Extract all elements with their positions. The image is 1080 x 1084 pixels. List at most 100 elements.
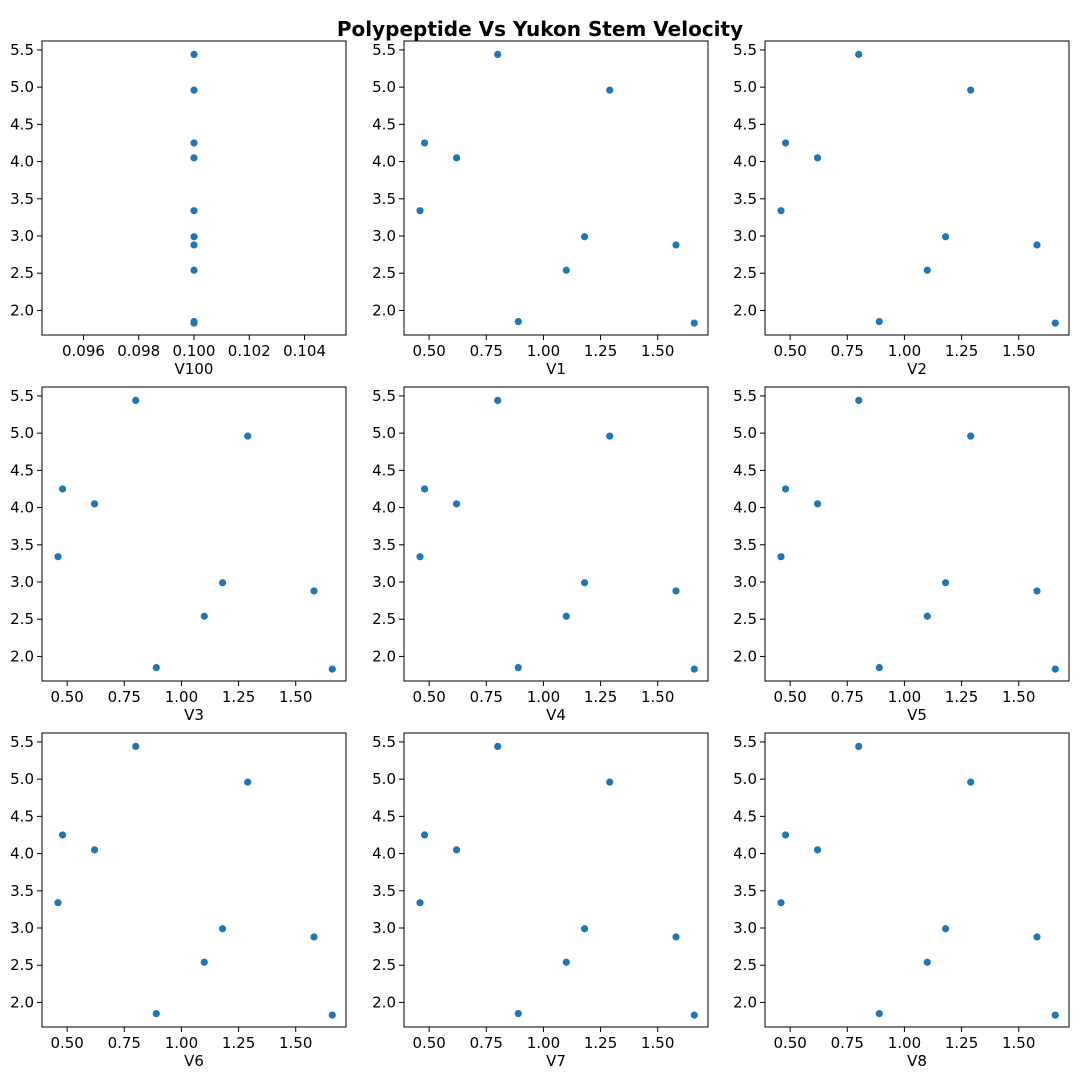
y-tick-label: 4.0 bbox=[733, 845, 757, 863]
data-point bbox=[813, 154, 822, 162]
x-axis-label: V8 bbox=[907, 1052, 927, 1070]
data-point bbox=[923, 266, 931, 274]
data-point bbox=[420, 485, 429, 493]
data-point bbox=[923, 612, 931, 620]
subplot-V3: 0.50 0.75 1.00 1.25 1.50 2.0 2.5 3.0 3.5 4.0 4.5 5.… bbox=[10, 386, 347, 724]
x-tick-label: 1.50 bbox=[1002, 688, 1035, 706]
data-point bbox=[310, 933, 318, 941]
x-axis-label: V3 bbox=[184, 706, 204, 724]
data-point bbox=[190, 241, 198, 249]
x-tick-label: 1.50 bbox=[279, 688, 312, 706]
y-tick-label: 2.0 bbox=[372, 647, 396, 665]
y-tick-label: 5.0 bbox=[733, 424, 757, 442]
y-tick-label: 5.5 bbox=[372, 41, 396, 59]
y-tick-label: 2.5 bbox=[372, 264, 396, 282]
y-tick-label: 3.5 bbox=[372, 882, 396, 900]
x-tick-label: 1.00 bbox=[888, 1034, 921, 1052]
axes-frame bbox=[41, 732, 347, 1028]
data-point bbox=[200, 958, 208, 966]
data-point bbox=[923, 958, 931, 966]
data-point bbox=[672, 587, 680, 595]
x-tick-label: 0.50 bbox=[412, 342, 445, 360]
x-tick-label: 1.25 bbox=[584, 688, 617, 706]
data-point bbox=[875, 664, 883, 672]
data-point bbox=[328, 665, 336, 673]
x-tick-label: 0.50 bbox=[773, 1034, 806, 1052]
y-tick-label: 3.0 bbox=[733, 919, 757, 937]
x-tick-label: 1.25 bbox=[584, 1034, 617, 1052]
y-tick-label: 5.5 bbox=[10, 387, 34, 405]
data-point bbox=[855, 396, 863, 404]
data-point bbox=[190, 233, 198, 241]
data-point bbox=[941, 925, 950, 933]
y-tick-label: 3.0 bbox=[372, 919, 396, 937]
data-point bbox=[514, 1010, 522, 1018]
data-point bbox=[494, 396, 502, 404]
data-point bbox=[494, 742, 502, 750]
x-tick-label: 1.00 bbox=[888, 688, 921, 706]
x-axis-label: V5 bbox=[907, 706, 927, 724]
data-point bbox=[941, 579, 950, 587]
y-tick-label: 2.0 bbox=[372, 301, 396, 319]
y-tick-label: 2.5 bbox=[733, 610, 757, 628]
data-point bbox=[58, 831, 67, 839]
data-point bbox=[132, 742, 140, 750]
y-tick-label: 3.5 bbox=[372, 536, 396, 554]
data-point bbox=[420, 139, 429, 147]
x-axis-label: V2 bbox=[907, 360, 927, 378]
data-point bbox=[813, 846, 822, 854]
data-point bbox=[777, 899, 785, 907]
data-point bbox=[580, 925, 589, 933]
x-axis-label: V7 bbox=[546, 1052, 566, 1070]
data-point bbox=[1033, 587, 1041, 595]
y-tick-label: 3.5 bbox=[10, 536, 34, 554]
y-tick-label: 5.0 bbox=[10, 770, 34, 788]
subplot-V5: 0.50 0.75 1.00 1.25 1.50 2.0 2.5 3.0 3.5 4.0 4.5 5.… bbox=[733, 386, 1070, 724]
x-tick-label: 1.00 bbox=[527, 1034, 560, 1052]
y-tick-label: 5.0 bbox=[10, 78, 34, 96]
x-tick-label: 0.100 bbox=[173, 342, 216, 360]
y-tick-label: 3.5 bbox=[733, 190, 757, 208]
y-tick-label: 2.5 bbox=[10, 610, 34, 628]
y-tick-label: 5.5 bbox=[372, 387, 396, 405]
x-tick-label: 1.00 bbox=[165, 1034, 198, 1052]
x-tick-label: 1.50 bbox=[641, 342, 674, 360]
subplot-V100: 0.096 0.098 0.100 0.102 0.104 2.0 2.5 3.0 3.5 4.0… bbox=[10, 40, 347, 378]
x-tick-label: 0.75 bbox=[108, 1034, 141, 1052]
data-point bbox=[218, 579, 227, 587]
y-tick-label: 3.0 bbox=[733, 573, 757, 591]
x-tick-label: 1.00 bbox=[888, 342, 921, 360]
y-tick-label: 5.0 bbox=[733, 770, 757, 788]
y-tick-label: 4.5 bbox=[10, 807, 34, 825]
x-tick-label: 0.50 bbox=[412, 688, 445, 706]
x-tick-label: 1.50 bbox=[641, 1034, 674, 1052]
data-point bbox=[190, 50, 198, 58]
data-point bbox=[328, 1011, 336, 1019]
data-point bbox=[514, 318, 522, 326]
data-point bbox=[875, 1010, 883, 1018]
x-tick-label: 0.75 bbox=[108, 688, 141, 706]
data-point bbox=[562, 612, 570, 620]
y-tick-label: 2.5 bbox=[372, 956, 396, 974]
x-tick-label: 1.50 bbox=[1002, 1034, 1035, 1052]
data-point bbox=[58, 485, 67, 493]
data-point bbox=[452, 500, 461, 508]
data-point bbox=[132, 396, 140, 404]
data-point bbox=[672, 933, 680, 941]
x-tick-label: 1.50 bbox=[641, 688, 674, 706]
y-tick-label: 4.0 bbox=[10, 153, 34, 171]
y-tick-label: 2.0 bbox=[733, 647, 757, 665]
y-tick-label: 3.5 bbox=[733, 882, 757, 900]
data-point bbox=[190, 207, 198, 215]
y-tick-label: 3.0 bbox=[372, 573, 396, 591]
x-tick-label: 0.096 bbox=[62, 342, 105, 360]
x-axis-label: V6 bbox=[184, 1052, 204, 1070]
y-tick-label: 4.0 bbox=[372, 499, 396, 517]
y-tick-label: 3.0 bbox=[10, 227, 34, 245]
data-point bbox=[452, 154, 461, 162]
data-point bbox=[416, 899, 424, 907]
y-tick-label: 2.0 bbox=[372, 993, 396, 1011]
x-axis-label: V1 bbox=[546, 360, 566, 378]
y-tick-label: 3.5 bbox=[10, 882, 34, 900]
